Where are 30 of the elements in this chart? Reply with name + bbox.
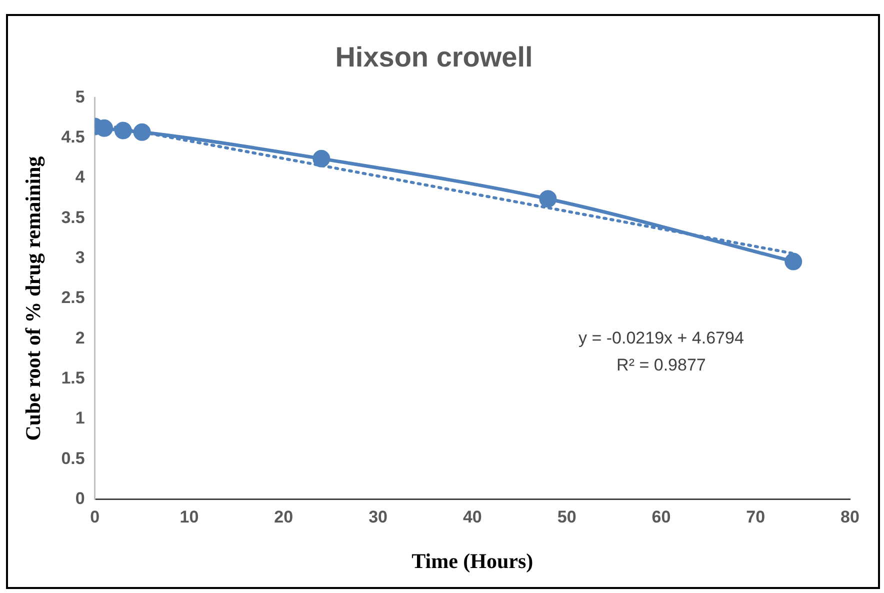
x-tick-label: 60 <box>652 507 671 526</box>
y-axis-title: Cube root of % drug remaining <box>21 156 46 441</box>
point <box>114 122 132 140</box>
x-tick-label: 10 <box>180 507 199 526</box>
x-tick-label: 30 <box>368 507 388 526</box>
x-tick-label: 0 <box>90 507 100 526</box>
annotation: y = -0.0219x + 4.6794 <box>578 328 744 348</box>
point <box>133 123 151 141</box>
y-tick-label: 0.5 <box>61 448 85 468</box>
point <box>539 190 557 208</box>
y-tick-label: 2.5 <box>61 288 85 308</box>
y-tick-label: 3 <box>75 248 85 268</box>
y-tick-label: 2 <box>75 328 85 348</box>
y-tick-label: 1.5 <box>61 368 85 388</box>
x-tick-label: 50 <box>557 507 576 526</box>
point <box>312 150 330 168</box>
y-tick-label: 3.5 <box>61 208 85 227</box>
x-tick-label: 80 <box>840 507 860 526</box>
x-tick-label: 40 <box>462 507 482 526</box>
y-tick-label: 1 <box>75 408 85 428</box>
x-tick-label: 20 <box>274 507 294 526</box>
x-axis-title: Time (Hours) <box>412 548 534 573</box>
annotation: R² = 0.9877 <box>616 355 706 374</box>
y-tick-label: 4 <box>75 168 86 187</box>
chart-title: Hixson crowell <box>335 42 533 73</box>
y-tick-label: 0 <box>75 489 85 508</box>
y-tick-label: 4.5 <box>61 127 85 146</box>
point <box>784 252 802 270</box>
y-tick-label: 5 <box>75 87 85 106</box>
x-tick-label: 70 <box>746 507 766 526</box>
